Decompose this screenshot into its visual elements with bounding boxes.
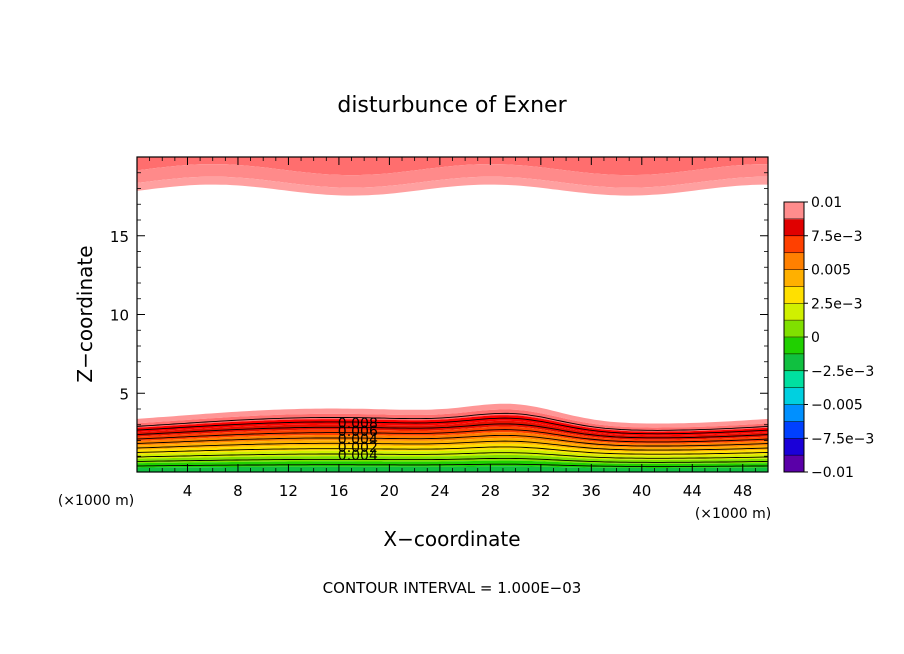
- colorbar-tick-label: 0: [811, 330, 820, 346]
- contour-interval-note: CONTOUR INTERVAL = 1.000E−03: [323, 579, 582, 597]
- contour-line: [136, 412, 769, 431]
- y-tick-label: 10: [110, 307, 129, 325]
- colorbar-tick-label: −0.005: [811, 398, 863, 414]
- x-axis-label: X−coordinate: [383, 527, 520, 551]
- upper-band: [137, 164, 768, 188]
- x-tick-label: 40: [632, 482, 651, 500]
- x-tick-label: 36: [582, 482, 601, 500]
- colorbar-tick-label: −0.01: [811, 465, 854, 481]
- x-tick-label: 28: [481, 482, 500, 500]
- colorbar-swatch: [784, 387, 804, 405]
- colorbar-swatch: [784, 404, 804, 422]
- contour-label: 0.004: [338, 432, 378, 448]
- colorbar-swatch: [784, 370, 804, 389]
- lower-band: [137, 443, 768, 456]
- x-tick-label: 4: [183, 482, 193, 500]
- colorbar-swatch: [784, 252, 804, 270]
- colorbar-tick-label: 0.01: [811, 195, 842, 211]
- x-tick-label: 44: [683, 482, 702, 500]
- colorbar-swatch: [784, 438, 804, 456]
- y-tick-label: 5: [119, 385, 129, 403]
- colorbar-swatch: [784, 269, 804, 287]
- x-unit-right: (×1000 m): [695, 506, 771, 522]
- colorbar-tick-label: −7.5e−3: [811, 431, 874, 447]
- x-tick-label: 16: [329, 482, 348, 500]
- colorbar-swatch: [784, 218, 804, 237]
- colorbar-swatch: [784, 353, 804, 372]
- lower-band: [137, 437, 768, 452]
- colorbar-swatch: [784, 303, 804, 321]
- contour-label: 0.002: [338, 440, 378, 456]
- colorbar-tick-label: 7.5e−3: [811, 229, 863, 245]
- contour-label: 0.006: [338, 424, 378, 440]
- x-tick-label: 12: [279, 482, 298, 500]
- lower-band: [137, 432, 768, 448]
- contour-line: [136, 423, 769, 439]
- colorbar-tick-label: 2.5e−3: [811, 296, 863, 312]
- x-unit-left: (×1000 m): [58, 493, 134, 509]
- contour-line: [136, 440, 769, 451]
- colorbar-tick-label: −2.5e−3: [811, 364, 874, 380]
- colorbar-swatch: [784, 235, 804, 254]
- contour-line: [136, 446, 769, 455]
- contour-line: [137, 463, 769, 467]
- upper-band: [137, 176, 768, 196]
- colorbar-swatch: [784, 202, 804, 220]
- lower-band: [137, 415, 768, 436]
- lower-band: [137, 426, 768, 444]
- y-tick-label: 15: [110, 228, 129, 246]
- colorbar-swatch: [784, 286, 804, 304]
- contour-line: [136, 452, 769, 459]
- lower-band: [137, 403, 768, 428]
- lower-band: [137, 409, 768, 432]
- contour-line: [136, 429, 769, 443]
- colorbar-swatch: [784, 337, 804, 355]
- lower-band: [137, 420, 768, 440]
- colorbar-swatch: [784, 421, 804, 439]
- x-tick-label: 48: [733, 482, 752, 500]
- contour-line: [136, 417, 769, 435]
- contour-line: [137, 457, 769, 463]
- upper-band: [137, 157, 768, 176]
- contour-label: 0.004: [338, 448, 378, 464]
- lower-band: [137, 449, 768, 460]
- contour-line: [136, 434, 769, 447]
- colorbar: 0.01 7.5e−3 0.005 2.5e−3 0 −2.5e−3 −0.005 −7.5e…: [783, 195, 874, 481]
- x-tick-label: 24: [430, 482, 449, 500]
- contour-lines: [136, 412, 769, 467]
- chart-title: disturbunce of Exner: [337, 93, 567, 118]
- x-tick-label: 32: [531, 482, 550, 500]
- contour-label: 0.008: [338, 416, 378, 432]
- colorbar-swatch: [784, 320, 804, 338]
- x-tick-label: 20: [380, 482, 399, 500]
- colorbar-swatch: [784, 455, 804, 473]
- x-tick-label: 8: [233, 482, 243, 500]
- y-axis-label: Z−coordinate: [73, 245, 97, 382]
- colorbar-tick-label: 0.005: [811, 263, 851, 279]
